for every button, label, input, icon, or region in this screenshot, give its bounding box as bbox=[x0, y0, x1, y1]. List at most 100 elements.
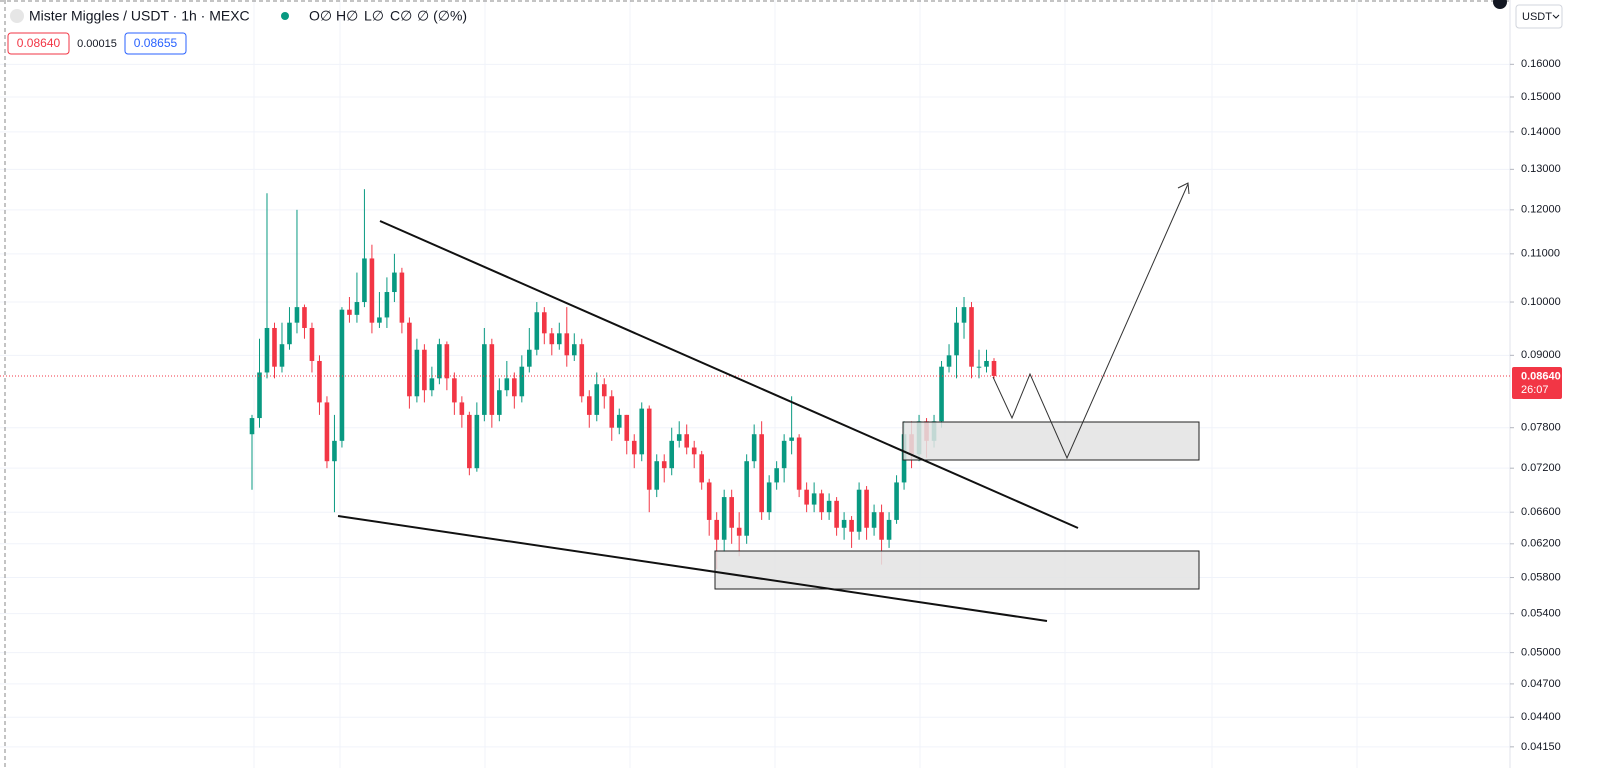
y-tick-label: 0.04400 bbox=[1521, 711, 1561, 723]
y-tick-label: 0.13000 bbox=[1521, 163, 1561, 175]
candle-body bbox=[249, 418, 255, 435]
candle-body bbox=[369, 258, 375, 323]
y-tick-label: 0.04700 bbox=[1521, 678, 1561, 690]
countdown: 26:07 bbox=[1521, 384, 1549, 396]
candle-body bbox=[467, 414, 472, 469]
candle-body bbox=[766, 482, 772, 513]
y-tick-label: 0.07200 bbox=[1521, 462, 1561, 474]
candle-body bbox=[684, 434, 690, 448]
candle-body bbox=[324, 402, 330, 462]
candle-body bbox=[556, 333, 562, 345]
candle-body bbox=[601, 384, 607, 397]
y-tick-label: 0.06200 bbox=[1521, 538, 1561, 550]
candle-body bbox=[954, 322, 959, 356]
candle-body bbox=[512, 378, 517, 397]
candle-body bbox=[377, 317, 382, 323]
legend-open: O∅ bbox=[309, 8, 332, 24]
price-axis: 0.16000 0.15000 0.14000 0.13000 0.12000 0.110… bbox=[1510, 58, 1562, 753]
candle-body bbox=[287, 322, 292, 345]
candle-body bbox=[864, 489, 869, 528]
candle-body bbox=[332, 440, 337, 462]
candle-body bbox=[264, 327, 270, 373]
projection-path bbox=[992, 183, 1189, 460]
candle-body bbox=[879, 512, 884, 540]
zone-lower bbox=[714, 550, 1200, 590]
legend-high: H∅ bbox=[336, 8, 358, 24]
candle-body bbox=[714, 519, 719, 540]
candle-body bbox=[729, 497, 734, 528]
ask-box[interactable] bbox=[124, 32, 187, 55]
candle-body bbox=[781, 440, 787, 469]
candle-body bbox=[429, 378, 435, 391]
candle-body bbox=[691, 447, 697, 455]
candle-body bbox=[639, 408, 645, 455]
candle-body bbox=[519, 366, 525, 397]
candle-body bbox=[976, 366, 982, 368]
y-tick-label: 0.10000 bbox=[1521, 296, 1561, 308]
candle-body bbox=[894, 482, 899, 520]
dropdown-caret bbox=[1552, 14, 1560, 19]
header: Mister Miggles / USDT · 1h · MEXC O∅ H∅ … bbox=[7, 8, 467, 55]
candle-body bbox=[616, 414, 622, 428]
axis-controls: USDT bbox=[1493, 0, 1563, 29]
candle-body bbox=[819, 493, 824, 513]
y-tick-label: 0.09000 bbox=[1521, 349, 1561, 361]
legend-close: C∅ bbox=[390, 8, 412, 24]
candle-body bbox=[474, 414, 480, 469]
last-price-box bbox=[1512, 366, 1562, 399]
candle-body bbox=[654, 461, 660, 490]
candle-body bbox=[796, 437, 802, 490]
trendline-upper bbox=[379, 220, 1079, 529]
candle-body bbox=[699, 454, 704, 483]
candle-body bbox=[257, 372, 262, 419]
candle-body bbox=[586, 396, 592, 415]
candle-body bbox=[309, 327, 315, 361]
candle-body bbox=[594, 384, 600, 415]
candle-body bbox=[631, 440, 637, 455]
candle-body bbox=[407, 322, 412, 397]
y-tick-label: 0.12000 bbox=[1521, 204, 1561, 216]
candle-body bbox=[579, 344, 585, 397]
candle-body bbox=[811, 493, 817, 505]
candle-body bbox=[302, 307, 307, 328]
candle-body bbox=[789, 437, 794, 441]
status-dot bbox=[281, 12, 289, 20]
candle-body bbox=[609, 396, 615, 428]
candle-body bbox=[624, 414, 630, 441]
legend-low: L∅ bbox=[364, 8, 384, 24]
candle-body bbox=[542, 312, 547, 334]
candle-body bbox=[444, 344, 450, 379]
candle-body bbox=[422, 349, 427, 391]
settings-icon[interactable] bbox=[1493, 0, 1507, 9]
candle-body bbox=[939, 366, 944, 422]
candle-body bbox=[721, 497, 727, 540]
candle-body bbox=[849, 519, 854, 532]
drawings bbox=[337, 182, 1200, 622]
candle-body bbox=[392, 272, 397, 293]
candle-body bbox=[751, 434, 757, 462]
candle-body bbox=[294, 307, 300, 323]
candle-body bbox=[437, 344, 442, 379]
candle-body bbox=[661, 461, 667, 469]
bid-box[interactable] bbox=[7, 32, 70, 55]
candle-body bbox=[482, 344, 487, 415]
candle-body bbox=[549, 333, 555, 345]
projection-arrowhead bbox=[1177, 182, 1190, 195]
candle-body bbox=[834, 500, 839, 528]
trendline-lower bbox=[337, 515, 1048, 622]
y-tick-label: 0.16000 bbox=[1521, 58, 1561, 70]
candle-body bbox=[991, 360, 997, 376]
candle-body bbox=[969, 307, 974, 367]
y-tick-label: 0.06600 bbox=[1521, 506, 1561, 518]
y-tick-label: 0.05000 bbox=[1521, 647, 1561, 659]
currency-select[interactable] bbox=[1515, 4, 1563, 29]
candle-body bbox=[871, 512, 877, 528]
candle-body bbox=[399, 272, 405, 323]
candle-body bbox=[744, 461, 749, 536]
candle-body bbox=[774, 468, 779, 483]
candle-body bbox=[856, 489, 862, 532]
candle-body bbox=[452, 378, 457, 403]
candle-body bbox=[347, 309, 352, 315]
